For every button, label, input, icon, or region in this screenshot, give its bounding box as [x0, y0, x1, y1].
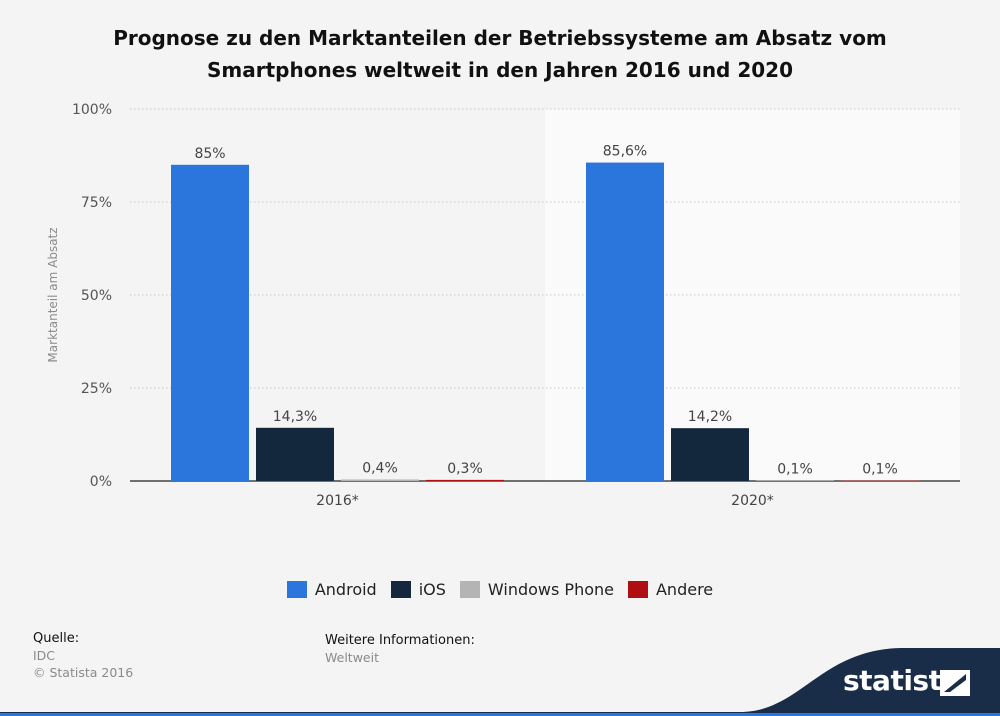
data-label: 14,3%: [273, 409, 317, 425]
bar-android-0: [171, 164, 249, 482]
legend-item-andere[interactable]: Andere: [627, 580, 714, 599]
legend-label-windows-phone: Windows Phone: [487, 580, 614, 599]
y-tick-label: 75%: [81, 195, 112, 211]
data-label: 0,1%: [862, 462, 898, 478]
legend-label-android: Android: [314, 580, 377, 599]
data-label: 85%: [194, 146, 225, 162]
y-tick-label: 100%: [72, 102, 112, 118]
legend-swatch-windows-phone: [459, 581, 480, 598]
source-label: Quelle:: [33, 631, 80, 646]
legend-item-android[interactable]: Android: [286, 580, 377, 599]
x-tick-label: 2016*: [316, 493, 359, 509]
chart-title-line-1: Prognose zu den Marktanteilen der Betrie…: [113, 26, 887, 50]
data-label: 0,3%: [447, 461, 483, 477]
bar-windows-phone-0: [341, 479, 419, 481]
legend-label-andere: Andere: [655, 580, 714, 599]
y-tick-label: 25%: [81, 381, 112, 397]
info-value: Weltweit: [325, 650, 379, 665]
copyright-text: © Statista 2016: [33, 665, 134, 680]
x-tick-label: 2020*: [731, 493, 774, 509]
legend-item-ios[interactable]: iOS: [390, 580, 446, 599]
bar-ios-0: [256, 427, 334, 481]
bar-ios-1: [671, 428, 749, 481]
data-label: 0,1%: [777, 462, 813, 478]
source-block: Quelle: IDC © Statista 2016: [33, 630, 133, 681]
legend-swatch-android: [286, 581, 307, 598]
y-axis-label: Marktanteil am Absatz: [46, 227, 60, 362]
info-label: Weitere Informationen:: [325, 633, 475, 648]
chart-legend: Android iOS Windows Phone Andere: [0, 580, 1000, 599]
y-tick-label: 0%: [90, 474, 112, 490]
chart-title: Prognose zu den Marktanteilen der Betrie…: [0, 22, 1000, 86]
legend-item-windows-phone[interactable]: Windows Phone: [459, 580, 614, 599]
chart-title-line-2: Smartphones weltweit in den Jahren 2016 …: [207, 58, 793, 82]
info-block: Weitere Informationen: Weltweit: [325, 632, 475, 666]
data-label: 0,4%: [362, 461, 398, 477]
bar-andere-0: [426, 479, 504, 481]
statista-logo-icon: [940, 670, 970, 696]
legend-label-ios: iOS: [418, 580, 446, 599]
source-link[interactable]: IDC: [33, 648, 56, 663]
data-label: 85,6%: [603, 144, 647, 160]
data-label: 14,2%: [688, 409, 732, 425]
legend-swatch-andere: [627, 581, 648, 598]
y-tick-label: 50%: [81, 288, 112, 304]
bar-android-1: [586, 162, 664, 481]
legend-swatch-ios: [390, 581, 411, 598]
